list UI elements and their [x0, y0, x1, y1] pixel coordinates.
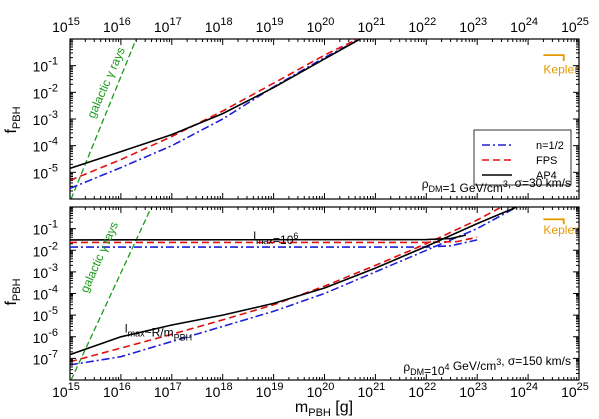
top-condition-text: ρDM=1 GeV/cm3, σ=30 km/s — [422, 176, 571, 195]
bound-kepler — [543, 218, 565, 225]
x-tick-label-top: 1016 — [103, 16, 131, 35]
annotation-kepler: Kepler — [543, 63, 578, 77]
x-tick-label-bottom: 1022 — [408, 381, 436, 400]
bound-galactic-gamma-rays — [70, 39, 137, 199]
series-line-FPS-bottom — [70, 207, 502, 363]
annotation-kepler: Kepler — [543, 223, 578, 237]
y-tick-label: 10-3 — [33, 109, 58, 128]
x-tick-label-bottom: 1018 — [205, 381, 233, 400]
x-tick-label-top: 1015 — [52, 16, 80, 35]
x-tick-label-top: 1021 — [357, 16, 385, 35]
x-tick-label-top: 1020 — [307, 16, 335, 35]
x-tick-label-top: 1018 — [205, 16, 233, 35]
x-tick-label-top: 1017 — [154, 16, 182, 35]
y-tick-label: 10-3 — [33, 262, 58, 281]
series-line-n12-top — [70, 39, 361, 190]
lmax-label: lmax~R/mPBH — [125, 321, 192, 342]
top-panel-curves — [70, 39, 565, 199]
annotation-galactic-gamma-rays: galactic γ rays — [77, 220, 121, 295]
x-tick-label-bottom: 1015 — [52, 381, 80, 400]
annotations: galactic γ rays Kepler galactic γ rays Kepl… — [77, 45, 578, 342]
series-line-AP4-bottom — [70, 234, 467, 241]
x-tick-label-top: 1024 — [510, 16, 538, 35]
bound-kepler — [543, 54, 565, 61]
y-tick-label: 10-2 — [33, 240, 58, 259]
lmax-label: lmax=106 — [253, 229, 298, 247]
series-line-n12-bottom — [70, 239, 478, 248]
series-line-n12-bottom — [70, 207, 518, 366]
x-tick-label-bottom: 1024 — [510, 381, 538, 400]
legend-label-fps: FPS — [536, 155, 557, 167]
legend-box — [473, 129, 572, 186]
tick-labels: 1015 1015 1016 1016 1017 1017 1018 1018 1019 1019… — [33, 16, 589, 400]
bottom-y-axis-title: fPBH — [3, 278, 23, 305]
y-tick-label: 10-6 — [33, 327, 58, 346]
legend-label-n-half: n=1/2 — [536, 140, 564, 152]
y-tick-label: 10-1 — [33, 219, 58, 238]
annotation-galactic-gamma-rays: galactic γ rays — [84, 45, 128, 120]
x-tick-label-bottom: 1023 — [459, 381, 487, 400]
series-line-AP4-bottom — [70, 207, 518, 356]
x-tick-label-bottom: 1020 — [307, 381, 335, 400]
y-tick-label: 10-2 — [33, 82, 58, 101]
bottom-condition-text: ρDM=104 GeV/cm3, σ=150 km/s — [403, 354, 571, 378]
series-line-FPS-top — [70, 39, 359, 182]
y-tick-label: 10-4 — [33, 136, 58, 155]
y-tick-label: 10-4 — [33, 284, 58, 303]
x-axis-title: mPBH [g] — [295, 399, 353, 419]
y-tick-label: 10-1 — [33, 56, 58, 75]
bound-galactic-gamma-rays — [70, 207, 153, 380]
x-tick-label-bottom: 1019 — [256, 381, 284, 400]
x-tick-label-bottom: 1021 — [357, 381, 385, 400]
x-tick-label-top: 1022 — [408, 16, 436, 35]
x-tick-label-bottom: 1017 — [154, 381, 182, 400]
series-line-FPS-bottom — [70, 236, 478, 244]
bottom-panel-curves — [70, 207, 565, 380]
top-y-axis-title: fPBH — [3, 106, 23, 133]
y-tick-label: 10-5 — [33, 162, 58, 181]
x-tick-label-bottom: 1025 — [561, 381, 589, 400]
x-tick-label-bottom: 1016 — [103, 381, 131, 400]
legend: n=1/2 FPS AP4 — [473, 129, 572, 186]
x-tick-label-top: 1025 — [561, 16, 589, 35]
series-line-AP4-top — [70, 39, 361, 170]
legend-label-ap4: AP4 — [536, 170, 557, 182]
axis-ticks — [69, 38, 580, 381]
x-tick-label-top: 1023 — [459, 16, 487, 35]
y-tick-label: 10-7 — [33, 348, 58, 367]
y-tick-label: 10-5 — [33, 305, 58, 324]
x-tick-label-top: 1019 — [256, 16, 284, 35]
